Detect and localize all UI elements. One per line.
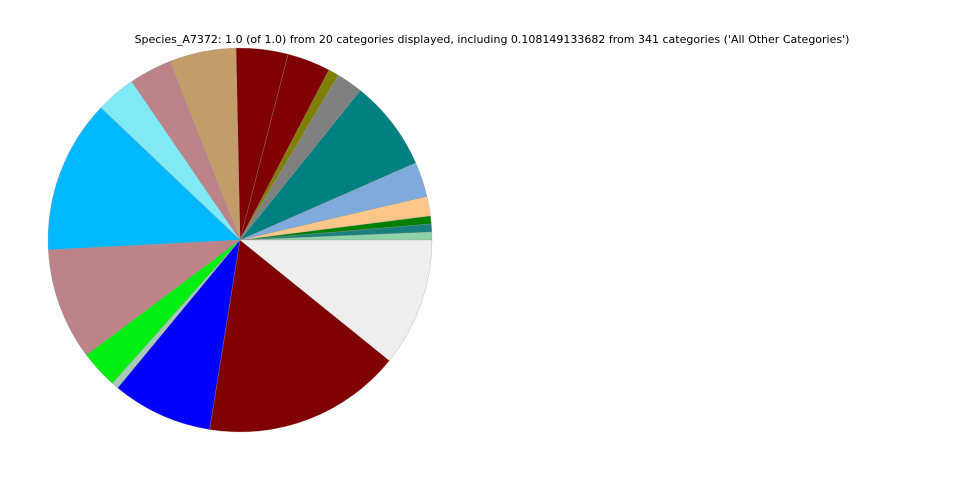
- pie-slice: [48, 239, 241, 356]
- chart-title: Species_A7372: 1.0 (of 1.0) from 20 cate…: [135, 33, 850, 46]
- pie-slice: [117, 239, 241, 430]
- pie-slice: [47, 107, 241, 251]
- pie-slice: [239, 239, 433, 361]
- pie-slice: [209, 239, 390, 433]
